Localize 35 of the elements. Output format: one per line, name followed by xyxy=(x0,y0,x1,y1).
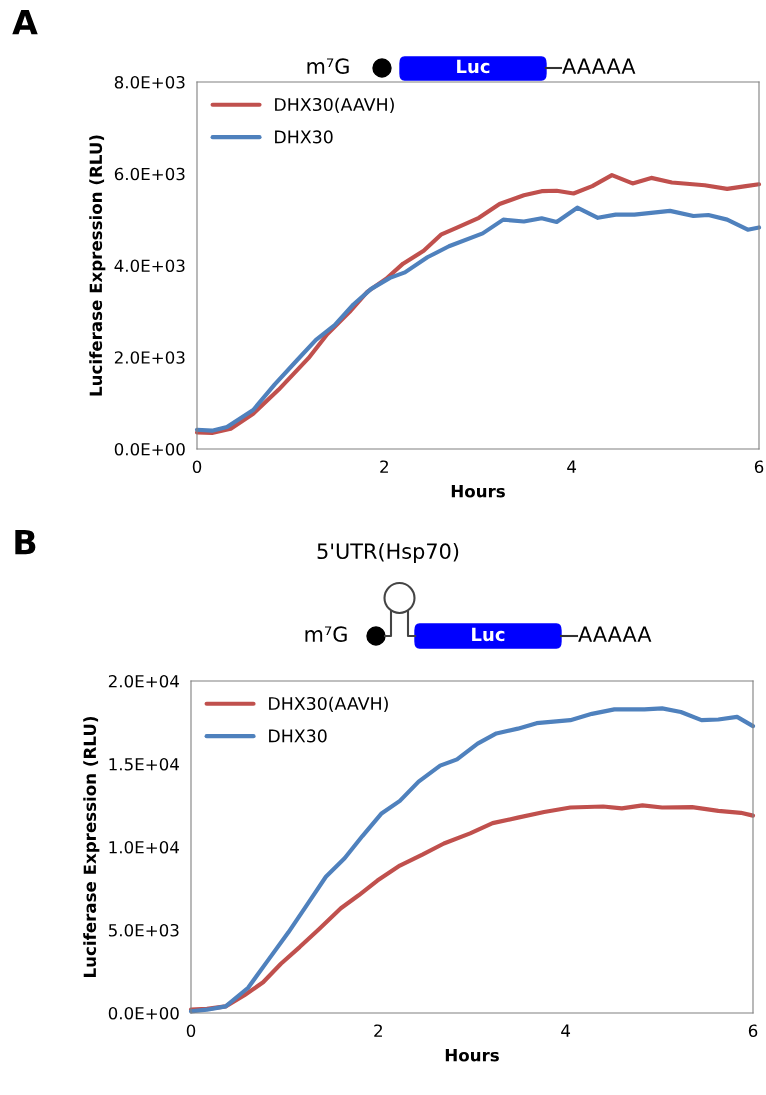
x-axis-title: Hours xyxy=(445,1049,499,1062)
text: AAAAA xyxy=(578,626,652,642)
y-tick-label: 2.0E+03 xyxy=(114,351,185,364)
text: A xyxy=(12,9,38,35)
legend-label: DHX30(AAVH) xyxy=(275,97,394,114)
text: Luc xyxy=(472,627,505,642)
x-tick-label: 4 xyxy=(567,460,577,473)
legend-label: DHX30 xyxy=(275,130,333,144)
legend-label: DHX30 xyxy=(269,729,327,743)
y-tick-label: 6.0E+03 xyxy=(114,167,185,181)
y-tick-label: 5.0E+03 xyxy=(108,923,179,937)
x-tick-label: 0 xyxy=(192,460,202,474)
x-tick-label: 2 xyxy=(374,1024,382,1037)
text: Luc xyxy=(457,59,490,74)
x-tick-label: 0 xyxy=(186,1024,196,1038)
legend-label: DHX30(AAVH) xyxy=(269,696,388,713)
text: AAAAA xyxy=(562,58,636,74)
text: m⁷G xyxy=(305,626,347,643)
x-tick-label: 6 xyxy=(748,1024,758,1038)
x-tick-label: 6 xyxy=(754,460,764,474)
y-axis-title: Luciferase Expression (RLU) xyxy=(89,135,106,396)
y-axis-title: Luciferase Expression (RLU) xyxy=(83,716,100,977)
text: B xyxy=(15,529,36,555)
y-tick-label: 1.5E+04 xyxy=(109,757,179,771)
y-tick-label: 0.0E+00 xyxy=(108,1006,179,1020)
y-tick-label: 0.0E+00 xyxy=(114,442,185,456)
x-tick-label: 4 xyxy=(561,1024,571,1037)
y-tick-label: 8.0E+03 xyxy=(114,75,185,89)
x-axis-title: Hours xyxy=(451,485,505,498)
x-tick-label: 2 xyxy=(380,460,388,473)
y-tick-label: 2.0E+04 xyxy=(108,674,179,688)
y-tick-label: 1.0E+04 xyxy=(109,840,179,854)
text: 5'UTR(Hsp70) xyxy=(317,542,459,564)
y-tick-label: 4.0E+03 xyxy=(114,259,185,273)
text: m⁷G xyxy=(307,58,349,75)
